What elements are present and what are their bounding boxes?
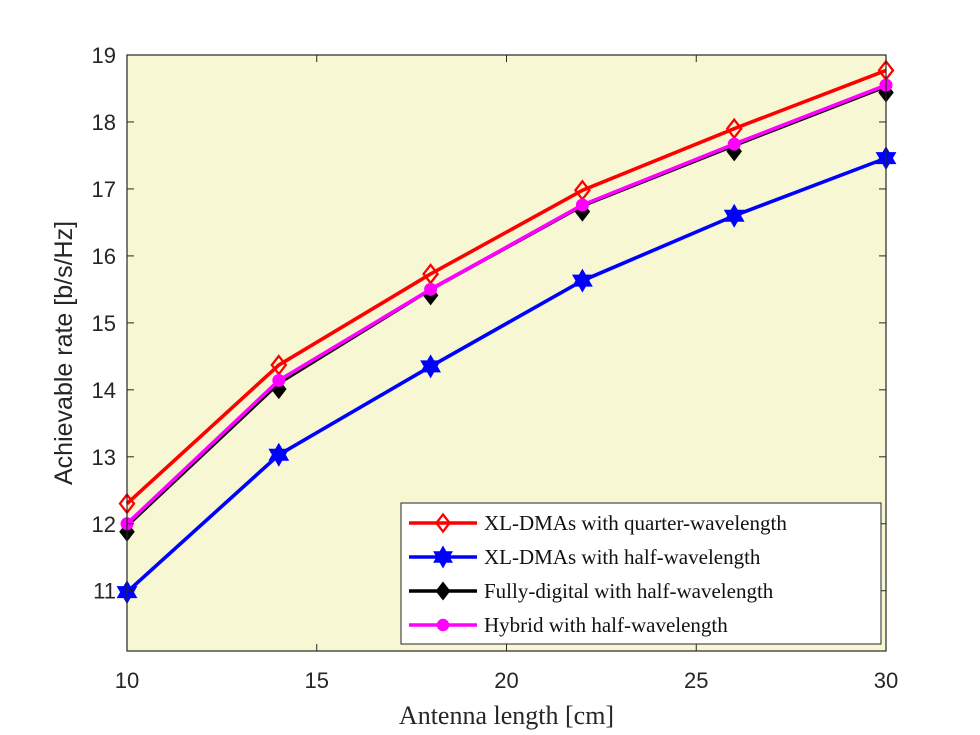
legend-entry: XL-DMAs with quarter-wavelength <box>409 511 787 535</box>
star-marker <box>572 268 593 293</box>
y-tick-label: 17 <box>92 177 116 202</box>
y-tick-label: 18 <box>92 110 116 135</box>
diamond-marker <box>434 512 452 534</box>
legend-label: Fully-digital with half-wavelength <box>484 579 774 603</box>
legend-label: Hybrid with half-wavelength <box>484 613 728 637</box>
x-tick-label: 10 <box>115 668 139 693</box>
y-axis-label: Achievable rate [b/s/Hz] <box>50 221 78 485</box>
tick-labels: 10 15 20 25 30 11 12 13 14 15 16 17 18 19 <box>92 43 899 693</box>
circle-marker <box>272 373 286 387</box>
y-tick-label: 12 <box>92 512 116 537</box>
series-layer <box>116 59 897 605</box>
series-3 <box>120 78 893 531</box>
star-marker <box>723 203 745 228</box>
star-marker <box>433 545 453 569</box>
y-tick-label: 13 <box>92 445 116 470</box>
circle-marker <box>436 618 450 632</box>
x-tick-label: 20 <box>494 668 518 693</box>
x-tick-label: 25 <box>684 668 708 693</box>
x-tick-label: 30 <box>874 668 898 693</box>
star-marker <box>268 442 290 467</box>
y-tick-label: 16 <box>92 244 116 269</box>
legend-box <box>400 502 882 645</box>
circle-marker <box>727 137 741 151</box>
y-tick-label: 14 <box>92 378 116 403</box>
x-axis-label: Antenna length [cm] <box>399 701 614 730</box>
black-diamond-marker <box>435 581 451 601</box>
legend-entry: Hybrid with half-wavelength <box>409 613 728 637</box>
series-line <box>125 68 887 506</box>
legend-entry: Fully-digital with half-wavelength <box>409 579 774 603</box>
circle-marker <box>575 198 589 212</box>
x-tick-label: 15 <box>305 668 329 693</box>
legend-label: XL-DMAs with half-wavelength <box>484 545 761 569</box>
series-1 <box>116 146 897 605</box>
circle-marker <box>424 282 438 296</box>
legend: XL-DMAs with quarter-wavelength XL-DMAs w… <box>400 502 882 645</box>
legend-label: XL-DMAs with quarter-wavelength <box>484 511 787 535</box>
y-tick-label: 19 <box>92 43 116 68</box>
axes <box>126 54 887 652</box>
legend-entry: XL-DMAs with half-wavelength <box>409 545 761 569</box>
star-marker <box>420 354 441 379</box>
series-line <box>125 156 887 594</box>
series-line <box>125 83 887 526</box>
y-tick-label: 11 <box>93 579 116 604</box>
y-tick-label: 15 <box>92 311 116 336</box>
